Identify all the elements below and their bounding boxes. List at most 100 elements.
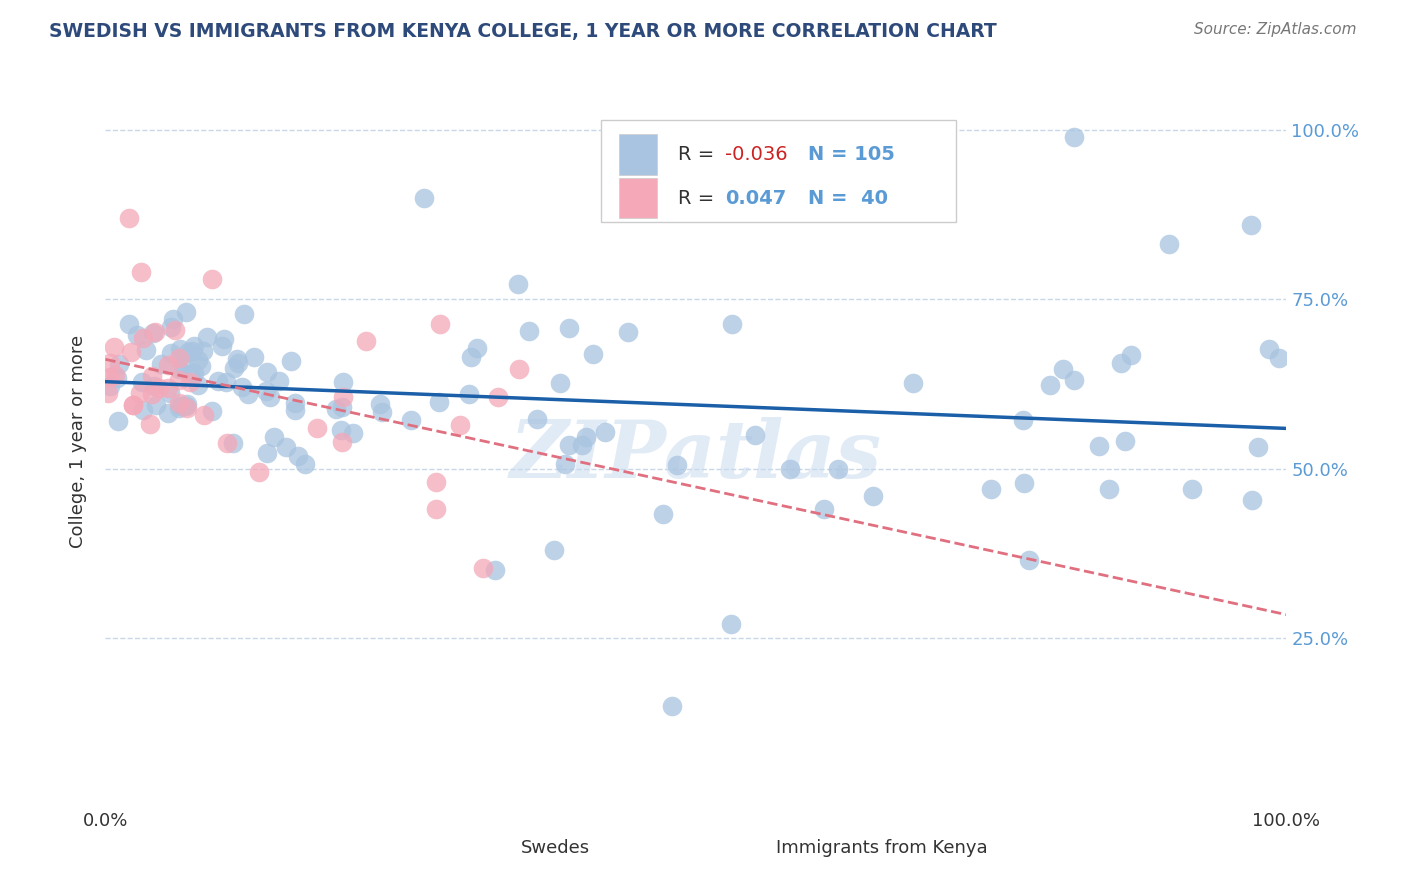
Point — [325, 402, 347, 417]
Point — [160, 346, 183, 360]
Point — [122, 398, 145, 412]
Point — [665, 458, 688, 472]
Point — [141, 368, 163, 383]
Point — [399, 413, 422, 427]
Point — [179, 376, 201, 390]
Point — [187, 352, 209, 367]
Point — [163, 323, 186, 337]
Point — [1109, 356, 1132, 370]
Point — [132, 331, 155, 345]
Point — [371, 405, 394, 419]
Point — [617, 325, 640, 339]
Text: Source: ZipAtlas.com: Source: ZipAtlas.com — [1194, 22, 1357, 37]
FancyBboxPatch shape — [602, 120, 956, 222]
Point — [1114, 434, 1136, 448]
Point — [169, 351, 191, 366]
Point — [356, 334, 378, 348]
Point — [191, 344, 214, 359]
Point — [330, 401, 353, 415]
Point — [720, 617, 742, 632]
Text: Immigrants from Kenya: Immigrants from Kenya — [776, 839, 988, 857]
Point — [575, 430, 598, 444]
Point — [143, 325, 166, 339]
Point — [1268, 351, 1291, 365]
Point — [156, 358, 179, 372]
Point — [228, 356, 250, 370]
Point — [177, 345, 200, 359]
Point — [413, 191, 436, 205]
Point — [508, 362, 530, 376]
Point — [1018, 552, 1040, 566]
Point — [330, 423, 353, 437]
Point — [280, 353, 302, 368]
Point — [176, 397, 198, 411]
Point — [139, 417, 162, 431]
Point — [287, 449, 309, 463]
Point — [427, 395, 450, 409]
Point — [1121, 348, 1143, 362]
FancyBboxPatch shape — [478, 834, 510, 862]
Point — [98, 369, 121, 384]
Point — [207, 374, 229, 388]
Point — [508, 277, 530, 291]
Point — [484, 563, 506, 577]
Point — [305, 421, 328, 435]
Text: N =  40: N = 40 — [808, 189, 889, 208]
Point — [167, 396, 190, 410]
Point — [1088, 439, 1111, 453]
Point — [172, 359, 194, 373]
Point — [342, 426, 364, 441]
Point — [211, 339, 233, 353]
Point — [156, 381, 179, 395]
Point — [105, 371, 128, 385]
Point — [519, 324, 541, 338]
Point — [1246, 441, 1268, 455]
Point — [169, 343, 191, 357]
Point — [1157, 237, 1180, 252]
Point — [141, 387, 163, 401]
Text: Swedes: Swedes — [522, 839, 591, 857]
Point — [150, 357, 173, 371]
Point — [236, 386, 259, 401]
Point — [1011, 413, 1033, 427]
Point — [120, 345, 142, 359]
FancyBboxPatch shape — [619, 178, 657, 219]
Point — [980, 482, 1002, 496]
Point — [135, 343, 157, 357]
Point — [827, 461, 849, 475]
Text: ZIPatlas: ZIPatlas — [510, 417, 882, 495]
Point — [467, 341, 489, 355]
Point — [222, 361, 245, 376]
Point — [183, 339, 205, 353]
Point — [225, 351, 247, 366]
Point — [215, 376, 238, 390]
Point — [558, 438, 581, 452]
Point — [1052, 362, 1074, 376]
Point — [429, 318, 451, 332]
Point — [294, 458, 316, 472]
Point — [118, 211, 141, 225]
Point — [332, 390, 354, 404]
Text: R =: R = — [678, 145, 721, 164]
Point — [131, 375, 153, 389]
Point — [201, 403, 224, 417]
Point — [183, 367, 205, 381]
Point — [571, 438, 593, 452]
Point — [129, 265, 152, 279]
Text: -0.036: -0.036 — [725, 145, 789, 164]
Point — [548, 376, 571, 390]
Point — [162, 312, 184, 326]
Point — [148, 381, 170, 395]
Point — [256, 445, 278, 459]
Point — [862, 489, 884, 503]
Point — [472, 561, 495, 575]
Point — [169, 373, 191, 387]
Point — [283, 396, 305, 410]
Point — [1039, 377, 1062, 392]
Point — [460, 350, 482, 364]
Point — [174, 399, 197, 413]
Point — [274, 440, 297, 454]
Point — [1240, 493, 1263, 508]
Point — [176, 401, 198, 415]
Point — [259, 390, 281, 404]
